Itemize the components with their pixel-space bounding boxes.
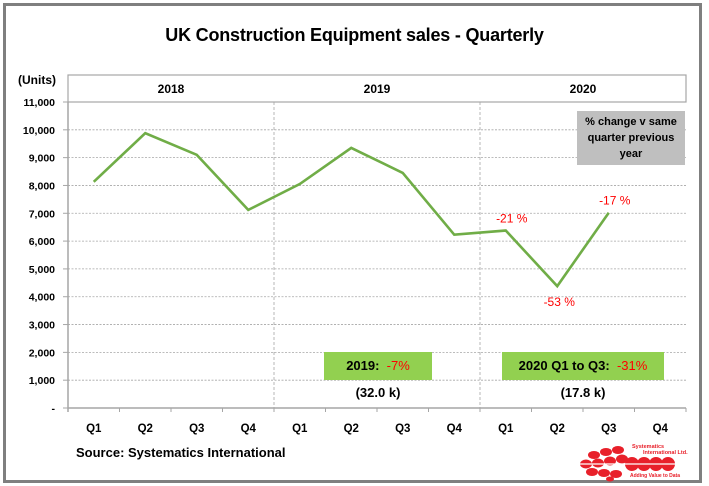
y-tick-label: 10,000 [23, 125, 55, 137]
y-tick-label: 2,000 [29, 347, 55, 359]
summary-label: 2019: [346, 358, 380, 373]
pct-change-label: -21 % [496, 212, 528, 226]
y-tick-label: 3,000 [29, 320, 55, 332]
year-label: 2019 [364, 82, 391, 96]
year-label: 2018 [158, 82, 185, 96]
logo-line1: Systematics [632, 444, 664, 450]
y-tick-label: 4,000 [29, 292, 55, 304]
summary-total-2019: (32.0 k) [355, 385, 401, 400]
note-box: % change v same quarter previous year [577, 111, 685, 165]
systematics-logo: Systematics International Ltd. Adding Va… [580, 444, 688, 482]
x-tick-label: Q1 [498, 423, 514, 435]
summary-box-2019: 2019: -7% [324, 352, 432, 380]
x-tick-label: Q3 [189, 423, 204, 435]
logo-line2: International Ltd. [643, 450, 688, 456]
pct-change-label: -53 % [544, 295, 576, 309]
x-tick-label: Q2 [138, 423, 153, 435]
summary-label: 2020 Q1 to Q3: [518, 358, 610, 373]
y-tick-label: 9,000 [29, 153, 55, 165]
y-axis-ticks: - 1,000 2,000 3,000 4,000 5,000 6,000 7,000 8,00… [23, 97, 68, 415]
pct-change-label: -17 % [599, 194, 631, 208]
logo-mark-icon [580, 446, 675, 482]
y-tick-label: 6,000 [29, 236, 55, 248]
year-header: 2018 2019 2020 [67, 74, 687, 103]
logo-tagline: Adding Value to Data [630, 473, 680, 479]
summary-box-2020: 2020 Q1 to Q3: -31% [502, 352, 664, 380]
x-tick-label: Q4 [241, 423, 257, 435]
y-tick-label: 1,000 [29, 375, 55, 387]
year-label: 2020 [570, 82, 597, 96]
series-line [92, 131, 610, 289]
summary-change: -7% [386, 358, 410, 373]
y-tick-label: 8,000 [29, 180, 55, 192]
x-tick-label: Q3 [601, 423, 616, 435]
source-note: Source: Systematics International [76, 445, 286, 460]
y-tick-label: 5,000 [29, 264, 55, 276]
annotations: -21 % -53 % -17 % [496, 194, 631, 309]
year-header-box [67, 74, 687, 103]
x-tick-label: Q2 [344, 423, 359, 435]
y-tick-label: 7,000 [29, 208, 55, 220]
x-tick-label: Q3 [395, 423, 410, 435]
chart-title: UK Construction Equipment sales - Quarte… [165, 25, 544, 45]
x-tick-label: Q1 [292, 423, 308, 435]
y-tick-label: 11,000 [23, 97, 55, 109]
x-tick-label: Q1 [86, 423, 102, 435]
x-tick-label: Q4 [653, 423, 669, 435]
x-tick-label: Q2 [550, 423, 565, 435]
y-axis-label: (Units) [18, 73, 56, 87]
summary-change: -31% [616, 358, 648, 373]
series-group [92, 131, 610, 289]
y-tick-label: - [52, 403, 56, 415]
summary-total-2020: (17.8 k) [560, 385, 606, 400]
x-axis-ticks: Q1 Q2 Q3 Q4 Q1 Q2 Q3 Q4 Q1 Q2 Q3 Q4 [67, 408, 687, 435]
x-tick-label: Q4 [447, 423, 463, 435]
